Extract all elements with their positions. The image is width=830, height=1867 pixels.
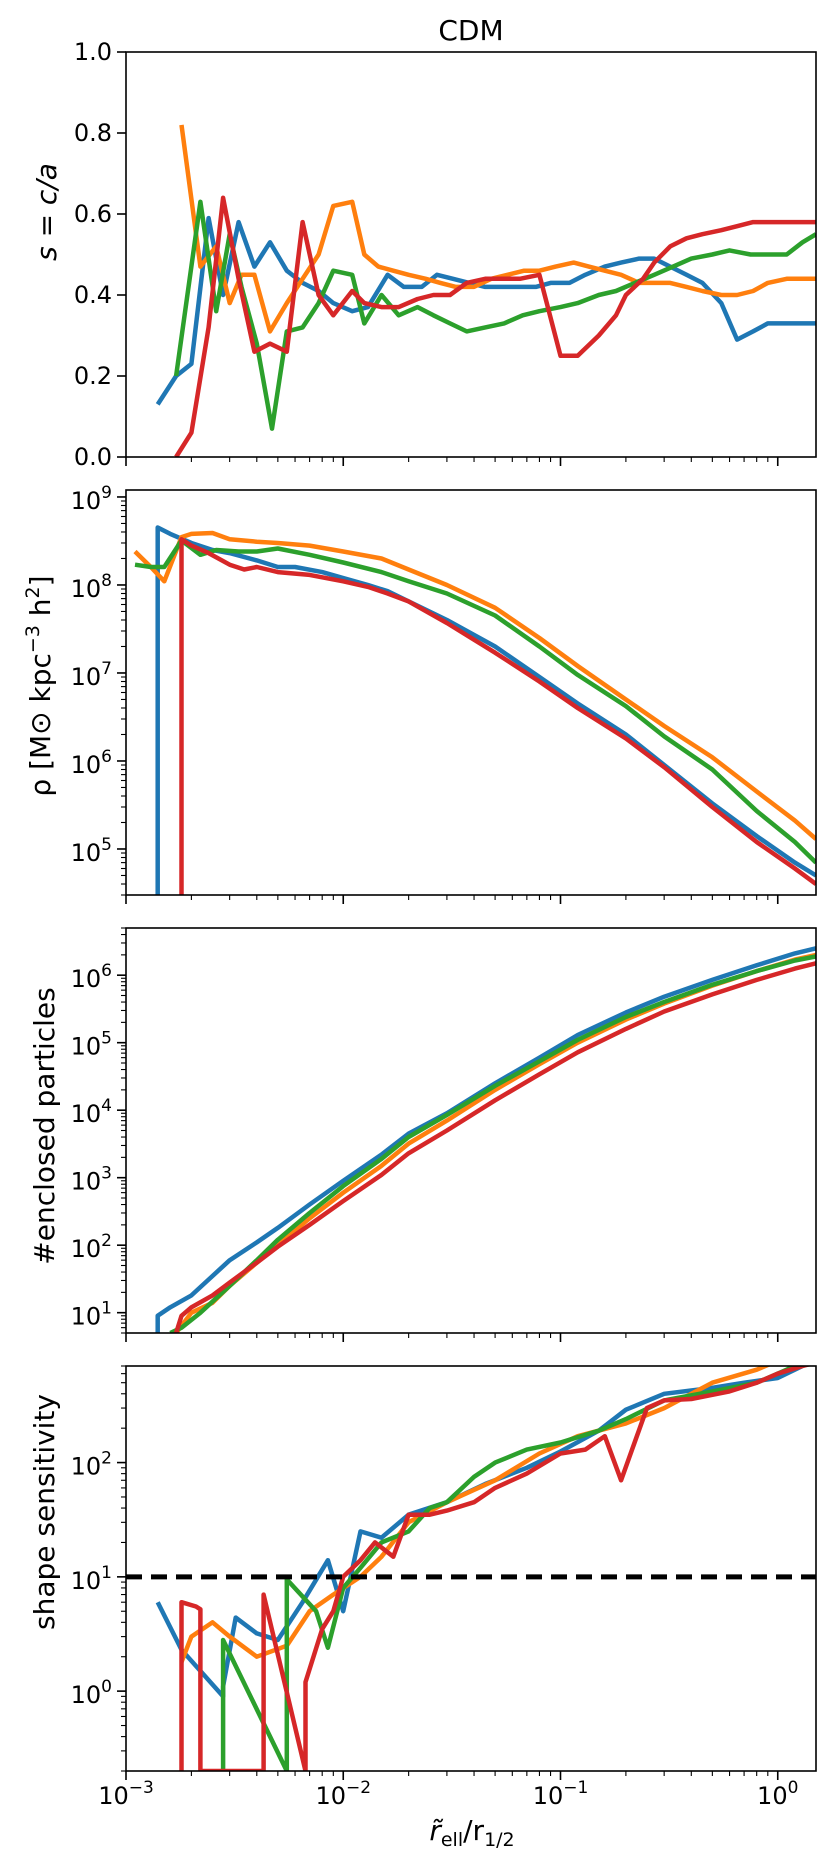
shape-series-0-line	[155, 215, 816, 406]
density-ylabel: ρ [M⊙ kpc−3 h2]	[22, 575, 57, 796]
density-series-3-line	[179, 537, 816, 895]
shape-series-lines	[155, 124, 816, 457]
enclosed-axis-ticks: 101 102 103 104 105 106	[71, 927, 779, 1342]
enclosed-ytick-label-4: 105	[71, 1029, 112, 1061]
density-series-1-line	[133, 530, 816, 841]
sensitivity-series-0-line	[155, 1366, 808, 1699]
enclosed-series-0-line	[155, 946, 816, 1333]
sensitivity-series-lines	[126, 1366, 816, 1771]
density-ytick-label-4: 109	[71, 483, 112, 515]
shape-ytick-label-5: 1.0	[74, 38, 112, 66]
x-tick-label-3: 100	[757, 1778, 798, 1810]
density-panel: 105 106 107 108 109 ρ [M⊙ kpc−3 h2]	[22, 483, 817, 904]
enclosed-ylabel: #enclosed particles	[28, 987, 61, 1264]
enclosed-axes-frame	[125, 927, 817, 1334]
enclosed-ytick-label-1: 102	[71, 1231, 112, 1263]
density-ytick-label-2: 107	[71, 659, 112, 691]
sensitivity-series-2-line	[220, 1366, 799, 1771]
density-ytick-label-1: 106	[71, 747, 112, 779]
enclosed-ytick-label-3: 104	[71, 1096, 112, 1128]
shape-panel: 0.0 0.2 0.4 0.6 0.8 1.0 s = c/a	[30, 38, 817, 471]
shape-ytick-label-2: 0.4	[74, 281, 112, 309]
density-axes-frame	[125, 489, 817, 896]
shape-axis-ticks: 0.0 0.2 0.4 0.6 0.8 1.0	[74, 38, 779, 471]
x-axis-label: r̃ell/r1/2	[429, 1814, 514, 1851]
density-ytick-label-0: 105	[71, 835, 112, 867]
sensitivity-axis-ticks: 100 101 102	[71, 1365, 779, 1780]
enclosed-series-2-line	[169, 954, 816, 1333]
density-series-0-line	[155, 525, 816, 895]
sensitivity-ylabel: shape sensitivity	[28, 1394, 61, 1630]
density-series-lines	[133, 525, 816, 895]
shape-ylabel: s = c/a	[30, 163, 63, 261]
sensitivity-series-1-line	[179, 1366, 772, 1663]
enclosed-series-3-line	[173, 961, 816, 1333]
enclosed-series-1-line	[174, 952, 816, 1333]
sensitivity-panel: 100 101 102 shape sensitivity	[28, 1365, 817, 1780]
sensitivity-axes-frame	[125, 1365, 817, 1772]
shape-ytick-label-0: 0.0	[74, 443, 112, 471]
sensitivity-ytick-label-2: 102	[71, 1449, 112, 1481]
x-tick-labels: 10−3 10−2 10−1 100	[98, 1778, 798, 1810]
enclosed-panel: 101 102 103 104 105 106 #enclosed particles	[28, 927, 817, 1342]
enclosed-ytick-label-0: 101	[71, 1299, 112, 1331]
shape-series-3-line	[174, 195, 816, 457]
shape-series-2-line	[173, 199, 816, 431]
sensitivity-ytick-label-0: 100	[71, 1677, 112, 1709]
chart-title: CDM	[438, 14, 503, 47]
density-ytick-label-3: 108	[71, 571, 112, 603]
enclosed-ytick-label-2: 103	[71, 1164, 112, 1196]
x-tick-label-2: 10−1	[533, 1778, 589, 1810]
x-tick-label-0: 10−3	[98, 1778, 154, 1810]
density-axis-ticks: 105 106 107 108 109	[71, 483, 779, 904]
shape-ytick-label-3: 0.6	[74, 200, 112, 228]
shape-axes-frame	[125, 51, 817, 458]
shape-ytick-label-1: 0.2	[74, 362, 112, 390]
x-tick-label-1: 10−2	[315, 1778, 371, 1810]
enclosed-ytick-label-5: 106	[71, 961, 112, 993]
enclosed-series-lines	[155, 946, 816, 1333]
sensitivity-series-3-line	[179, 1366, 812, 1771]
density-series-2-line	[134, 538, 816, 865]
shape-ytick-label-4: 0.8	[74, 119, 112, 147]
sensitivity-ytick-label-1: 101	[71, 1563, 112, 1595]
